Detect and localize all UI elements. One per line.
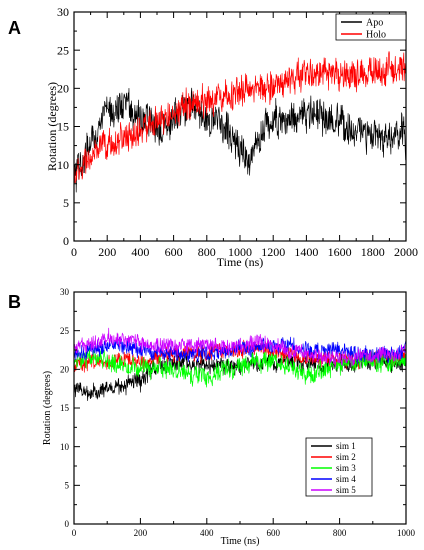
y-tick-label: 10 [60,442,70,452]
panel-a: A 0 200 400 600 800 1000 1200 1400 1600 1800 20000… [8,5,418,269]
legend-entry: sim 2 [336,452,356,462]
series-line-apo [73,87,407,193]
y-tick-label: 15 [60,403,70,413]
x-tick-label: 800 [198,245,216,259]
x-tick-label: 200 [134,528,148,538]
x-tick-label: 2000 [394,245,418,259]
panel-b-series-group [73,327,407,401]
x-tick-label: 600 [165,245,183,259]
y-tick-label: 10 [57,158,69,172]
panel-a-series-group [73,51,407,193]
y-tick-label: 5 [63,196,69,210]
x-tick-label: 0 [71,245,77,259]
panel-a-y-axis-label: Rotation (degrees) [45,82,59,171]
y-tick-label: 0 [63,234,69,248]
legend-entry: Apo [366,18,383,29]
legend-entry: sim 4 [336,474,356,484]
y-tick-label: 30 [60,287,70,297]
x-tick-label: 0 [72,528,77,538]
panel-a-x-axis-label: Time (ns) [217,255,264,269]
x-tick-label: 200 [98,245,116,259]
panel-a-plot-frame [73,11,407,242]
panel-b-x-axis-label: Time (ns) [221,536,260,547]
panel-b-y-axis-label: Rotation (degrees) [42,371,53,445]
x-tick-label: 1600 [328,245,352,259]
legend-entry: Holo [366,30,386,41]
panel-b-label: B [8,292,21,312]
y-tick-label: 25 [57,43,69,57]
legend-entry: sim 3 [336,463,356,473]
panel-b-axes: 0 200 400 600 800 1000 0 5 10 15 20 25 30 [60,287,416,538]
legend-box [305,437,373,497]
x-tick-label: 400 [131,245,149,259]
x-tick-label: 600 [266,528,280,538]
x-tick-label: 1000 [397,528,416,538]
y-tick-label: 15 [57,120,69,134]
series-line-sim-5 [73,327,407,368]
series-line-holo [73,51,407,184]
legend-box [335,13,407,41]
x-tick-label: 1800 [361,245,385,259]
x-tick-label: 800 [333,528,347,538]
legend-entry: sim 1 [336,441,356,451]
y-tick-label: 20 [60,364,70,374]
x-tick-label: 400 [200,528,214,538]
y-tick-label: 5 [65,480,70,490]
y-tick-label: 20 [57,82,69,96]
panel-a-axes: 0 200 400 600 800 1000 1200 1400 1600 1800 2000 0 5 1… [57,5,418,259]
legend-entry: sim 5 [336,485,356,495]
x-tick-label: 1200 [261,245,285,259]
y-tick-label: 25 [60,326,70,336]
y-tick-label: 30 [57,5,69,19]
panel-a-label: A [8,18,21,38]
x-tick-label: 1000 [228,245,252,259]
x-tick-label: 1400 [294,245,318,259]
y-tick-label: 0 [65,519,70,529]
